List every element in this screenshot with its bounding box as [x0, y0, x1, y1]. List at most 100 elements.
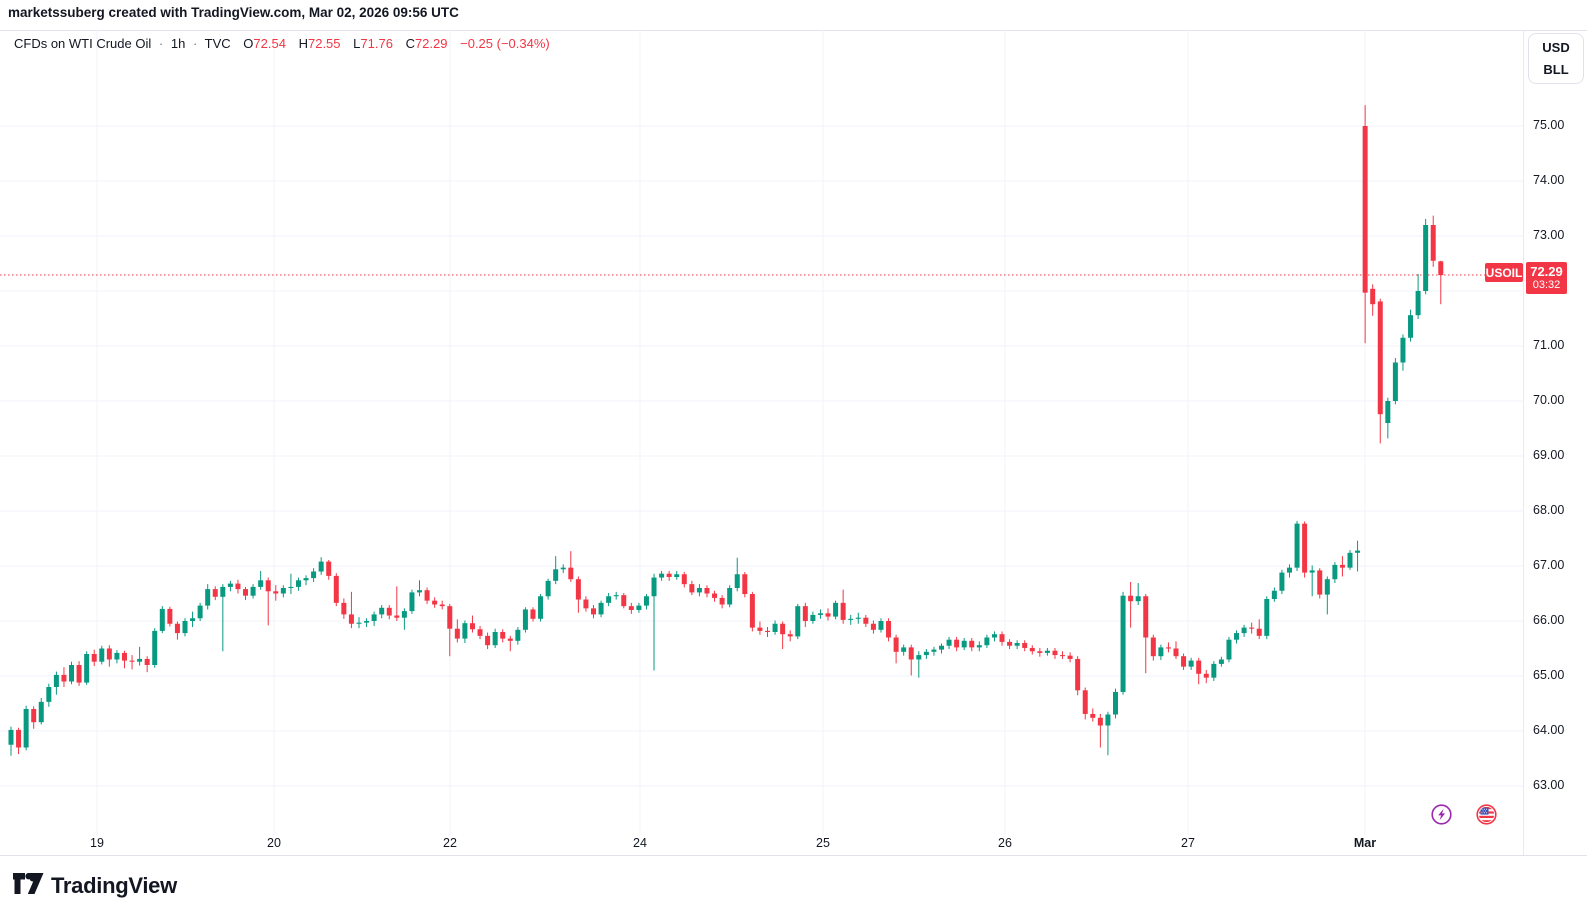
candle-body	[243, 589, 249, 596]
time-axis-label[interactable]: 19	[90, 836, 104, 850]
candle-body	[273, 591, 279, 594]
price-axis-separator	[1523, 30, 1524, 855]
candle-body	[1332, 564, 1338, 580]
candle-body	[311, 571, 317, 579]
candle-body	[114, 652, 120, 660]
candle-body	[53, 674, 59, 687]
candle-body	[1317, 570, 1323, 595]
us-economic-event-flag-icon[interactable]	[1476, 804, 1497, 830]
time-axis-separator	[0, 855, 1587, 856]
currency-unit-toggle[interactable]: USD BLL	[1528, 33, 1584, 84]
price-axis-label[interactable]: 69.00	[1533, 448, 1565, 462]
candle-body	[643, 596, 649, 606]
candle-body	[908, 647, 914, 660]
time-axis-label[interactable]: 20	[267, 836, 281, 850]
candle-body	[712, 593, 718, 598]
candlestick-chart[interactable]	[0, 30, 1523, 855]
candle-body	[265, 580, 271, 592]
candle-body	[137, 658, 143, 662]
price-axis-label[interactable]: 73.00	[1533, 228, 1565, 242]
candle-body	[1128, 595, 1134, 602]
candle-body	[795, 606, 801, 637]
candle-body	[886, 621, 892, 638]
candle-body	[515, 629, 521, 641]
price-axis-label[interactable]: 74.00	[1533, 173, 1565, 187]
candle-body	[235, 583, 241, 590]
ohlc-open: O72.54	[243, 36, 286, 51]
candle-body	[984, 637, 990, 646]
candle-body	[749, 594, 755, 628]
candle-body	[303, 578, 309, 581]
alerts-lightning-icon[interactable]	[1431, 804, 1452, 830]
candle-body	[152, 630, 158, 665]
candle-body	[969, 640, 975, 648]
candle-body	[734, 574, 740, 588]
candle-body	[810, 614, 816, 621]
candle-body	[1218, 659, 1224, 664]
time-axis-label[interactable]: 22	[443, 836, 457, 850]
candle-body	[606, 596, 612, 603]
candle-body	[16, 729, 22, 748]
price-axis-label[interactable]: 63.00	[1533, 778, 1565, 792]
candle-body	[409, 592, 415, 612]
candle-body	[636, 605, 642, 610]
unit-label[interactable]: BLL	[1543, 61, 1569, 77]
price-axis-label[interactable]: 65.00	[1533, 668, 1565, 682]
candle-body	[1302, 523, 1308, 573]
candle-body	[1112, 691, 1118, 715]
interval-label[interactable]: 1h	[170, 36, 186, 51]
candle-body	[295, 580, 301, 587]
price-axis-label[interactable]: 75.00	[1533, 118, 1565, 132]
candle-body	[545, 580, 551, 597]
tradingview-logo-text: TradingView	[51, 873, 177, 898]
candle-body	[447, 606, 453, 629]
symbol-legend[interactable]: CFDs on WTI Crude Oil · 1h · TVC O72.54 …	[14, 36, 550, 51]
candle-body	[772, 623, 778, 632]
candle-body	[719, 597, 725, 605]
candle-body	[31, 709, 37, 723]
candle-body	[1196, 660, 1202, 674]
candle-body	[681, 574, 687, 585]
candle-body	[870, 623, 876, 630]
candle-body	[825, 613, 831, 617]
candle-body	[1090, 713, 1096, 718]
candle-body	[8, 729, 14, 745]
candle-body	[190, 618, 196, 621]
candle-body	[802, 606, 808, 621]
candle-body	[280, 588, 286, 594]
price-axis-label[interactable]: 71.00	[1533, 338, 1565, 352]
time-axis-label[interactable]: 25	[816, 836, 830, 850]
currency-label[interactable]: USD	[1542, 39, 1570, 55]
candle-body	[522, 609, 528, 630]
candle-body	[553, 569, 559, 581]
symbol-price-flag: USOIL	[1485, 263, 1523, 282]
ohlc-high: H72.55	[298, 36, 341, 51]
symbol-title[interactable]: CFDs on WTI Crude Oil	[14, 36, 152, 51]
attribution-text: marketssuberg created with TradingView.c…	[8, 5, 459, 20]
candle-body	[454, 628, 460, 639]
time-axis-label[interactable]: 24	[633, 836, 647, 850]
change-value: −0.25 (−0.34%)	[460, 36, 550, 51]
price-axis-label[interactable]: 67.00	[1533, 558, 1565, 572]
header-separator-line	[0, 30, 1587, 31]
price-axis-label[interactable]: 64.00	[1533, 723, 1565, 737]
price-axis-label[interactable]: 66.00	[1533, 613, 1565, 627]
candle-body	[1181, 656, 1187, 667]
price-axis-label[interactable]: 70.00	[1533, 393, 1565, 407]
candle-body	[1264, 599, 1270, 636]
candle-body	[212, 589, 218, 597]
candle-body	[1060, 655, 1066, 657]
candle-body	[817, 613, 823, 615]
price-axis-label[interactable]: 68.00	[1533, 503, 1565, 517]
time-axis-label[interactable]: 27	[1181, 836, 1195, 850]
candle-body	[1082, 690, 1088, 714]
candle-body	[651, 577, 657, 597]
candle-body	[666, 573, 672, 577]
candle-body	[167, 608, 173, 624]
candle-body	[1324, 579, 1330, 595]
time-axis-label[interactable]: 26	[998, 836, 1012, 850]
candle-body	[621, 595, 627, 607]
time-axis-label[interactable]: Mar	[1353, 836, 1377, 850]
candle-body	[371, 614, 377, 621]
tradingview-footer-logo[interactable]: TradingView	[13, 872, 177, 900]
